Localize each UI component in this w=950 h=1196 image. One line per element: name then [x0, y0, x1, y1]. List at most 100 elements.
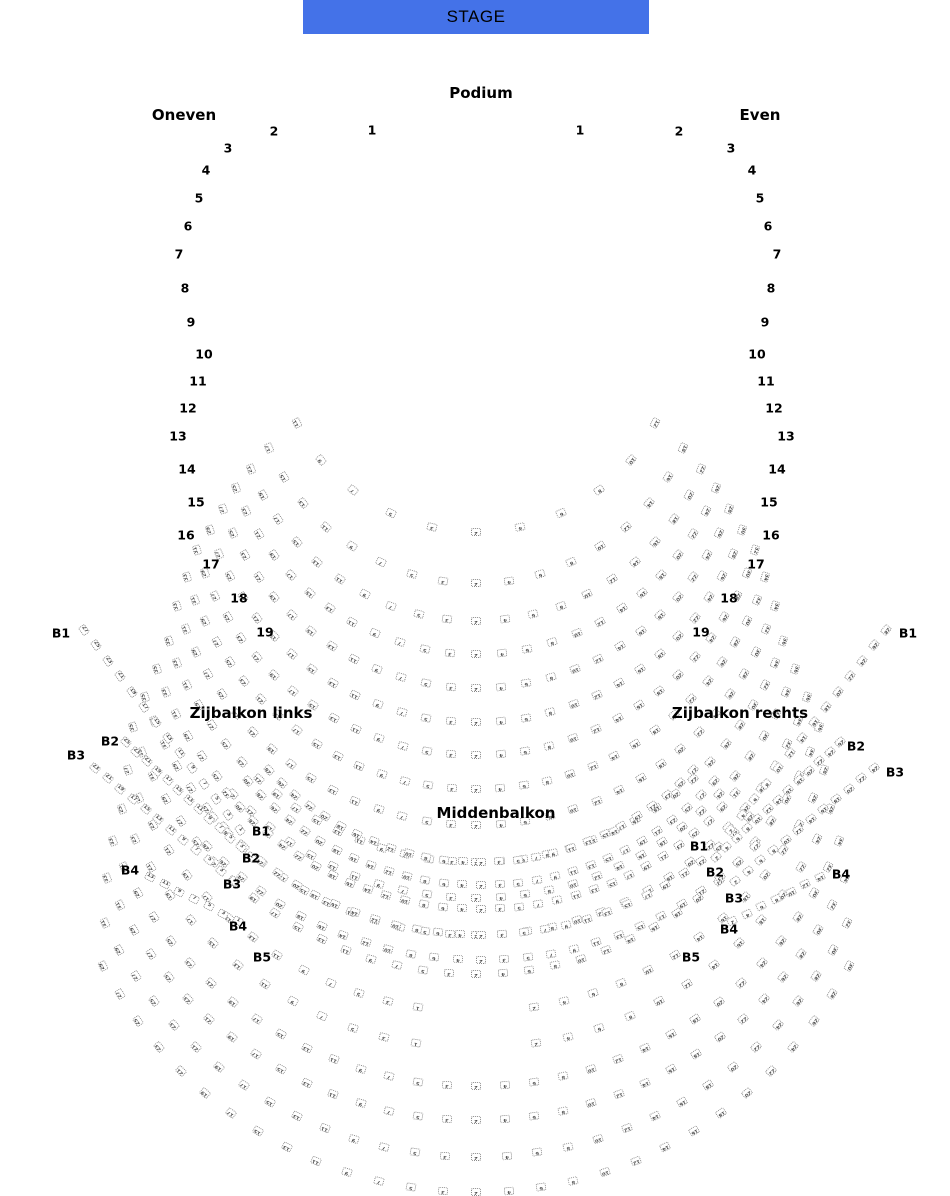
row-label-right-10: 10 — [748, 346, 766, 362]
row-label-left-1: 1 — [367, 122, 377, 138]
seat[interactable]: 7 — [378, 1141, 391, 1152]
seat[interactable]: 9 — [341, 1166, 354, 1178]
row-label-right-2: 2 — [674, 123, 684, 139]
mb-row-label-right-B4: B4 — [719, 921, 739, 937]
row-label-right-13: 13 — [777, 428, 795, 444]
row-label-left-10: 10 — [195, 346, 213, 362]
stage-banner: STAGE — [303, 0, 649, 34]
row-label-left-6: 6 — [183, 218, 193, 234]
row-label-right-11: 11 — [757, 373, 775, 389]
row-label-right-8: 8 — [766, 280, 776, 296]
seat[interactable]: 15 — [251, 1125, 265, 1138]
seat[interactable]: 14 — [648, 1110, 662, 1122]
seat[interactable]: 18 — [714, 1106, 728, 1120]
seat[interactable]: 5 — [412, 1111, 424, 1121]
middenbalkon-label: Middenbalkon — [436, 804, 556, 822]
zijbalkon-rechts-row-label-B3: B3 — [885, 764, 905, 780]
row-label-right-4: 4 — [747, 162, 757, 178]
row-label-right-1: 1 — [575, 122, 585, 138]
seat[interactable]: 4 — [503, 1186, 514, 1196]
seat[interactable]: 6 — [535, 1182, 547, 1192]
row-label-right-18: 18 — [720, 590, 738, 606]
seat[interactable]: 13 — [280, 1141, 293, 1153]
seat[interactable]: 8 — [567, 1175, 580, 1186]
seat[interactable]: 17 — [224, 1106, 238, 1120]
seat[interactable]: 14 — [658, 1141, 672, 1153]
seat[interactable]: 10 — [598, 1166, 611, 1178]
oneven-label: Oneven — [151, 106, 217, 124]
seat[interactable]: 13 — [290, 1110, 304, 1122]
row-label-right-7: 7 — [772, 246, 782, 262]
zijbalkon-rechts-row-label-B2: B2 — [846, 738, 866, 754]
seat[interactable]: 8 — [561, 1141, 574, 1152]
seat[interactable]: 6 — [528, 1111, 540, 1121]
row-label-right-3: 3 — [726, 140, 736, 156]
seat[interactable]: 5 — [405, 1182, 417, 1192]
row-label-left-9: 9 — [186, 314, 196, 330]
row-label-right-9: 9 — [760, 314, 770, 330]
zijbalkon-links-row-label-B3: B3 — [66, 747, 86, 763]
seat[interactable]: 3 — [439, 1151, 451, 1161]
row-label-left-5: 5 — [194, 190, 204, 206]
row-label-left-4: 4 — [201, 162, 211, 178]
row-label-left-17: 17 — [202, 556, 220, 572]
zijbalkon-links-label: Zijbalkon links — [189, 704, 313, 722]
seat[interactable]: 8 — [557, 1105, 569, 1116]
row-label-right-12: 12 — [765, 400, 783, 416]
mb-row-label-right-B3: B3 — [724, 890, 744, 906]
seat[interactable]: 3 — [441, 1114, 453, 1124]
row-label-right-5: 5 — [755, 190, 765, 206]
seat[interactable]: 16 — [687, 1125, 701, 1138]
row-label-right-16: 16 — [762, 527, 780, 543]
mb-row-label-right-B5: B5 — [681, 949, 701, 965]
podium-label: Podium — [449, 84, 513, 102]
even-label: Even — [739, 106, 781, 124]
mb-row-label-left-B1: B1 — [251, 823, 271, 839]
row-label-right-17: 17 — [747, 556, 765, 572]
row-label-left-16: 16 — [177, 527, 195, 543]
seat[interactable]: 4 — [501, 1151, 513, 1161]
row-label-left-7: 7 — [174, 246, 184, 262]
row-label-left-19: 19 — [256, 624, 274, 640]
seat[interactable]: 7 — [383, 1105, 395, 1116]
seat[interactable]: 9 — [348, 1133, 361, 1144]
mb-row-label-right-B1: B1 — [689, 838, 709, 854]
seat[interactable]: 4 — [499, 1114, 511, 1124]
row-label-left-15: 15 — [187, 494, 205, 510]
row-label-left-18: 18 — [230, 590, 248, 606]
row-label-right-19: 19 — [692, 624, 710, 640]
seat[interactable]: 3 — [438, 1186, 449, 1196]
row-label-left-12: 12 — [179, 400, 197, 416]
seat[interactable]: 5 — [408, 1147, 421, 1158]
seat[interactable]: 2 — [471, 1188, 481, 1196]
seat[interactable]: 2 — [471, 1116, 481, 1124]
mb-row-label-left-B2: B2 — [241, 850, 261, 866]
row-label-left-2: 2 — [269, 123, 279, 139]
label-layer: Podium Oneven Even Zijbalkon links Zijbalkon… — [51, 84, 918, 965]
mb-row-label-right-B2: B2 — [705, 864, 725, 880]
zijbalkon-rechts-label: Zijbalkon rechts — [671, 704, 809, 722]
seat[interactable]: 2 — [471, 1153, 481, 1161]
zijbalkon-links-row-label-B1: B1 — [51, 625, 71, 641]
row-label-right-15: 15 — [760, 494, 778, 510]
row-label-left-8: 8 — [180, 280, 190, 296]
row-label-left-11: 11 — [189, 373, 207, 389]
row-label-right-14: 14 — [768, 461, 786, 477]
row-label-left-3: 3 — [223, 140, 233, 156]
zijbalkon-links-row-label-B2: B2 — [100, 733, 120, 749]
seat[interactable]: 7 — [372, 1175, 385, 1186]
mb-row-label-left-B4: B4 — [228, 918, 248, 934]
zijbalkon-rechts-row-label-B4: B4 — [831, 866, 851, 882]
seat[interactable]: 11 — [310, 1154, 323, 1167]
seat[interactable]: 10 — [591, 1133, 604, 1144]
row-label-right-6: 6 — [763, 218, 773, 234]
mb-row-label-left-B3: B3 — [222, 876, 242, 892]
seat[interactable]: 12 — [629, 1154, 642, 1167]
seat[interactable]: 6 — [531, 1147, 543, 1158]
seat[interactable]: 12 — [620, 1122, 633, 1134]
zijbalkon-links-row-label-B4: B4 — [120, 862, 140, 878]
zijbalkon-rechts-row-label-B1: B1 — [898, 625, 918, 641]
row-label-left-14: 14 — [178, 461, 196, 477]
seat[interactable]: 11 — [319, 1122, 332, 1134]
mb-row-label-left-B5: B5 — [252, 949, 272, 965]
